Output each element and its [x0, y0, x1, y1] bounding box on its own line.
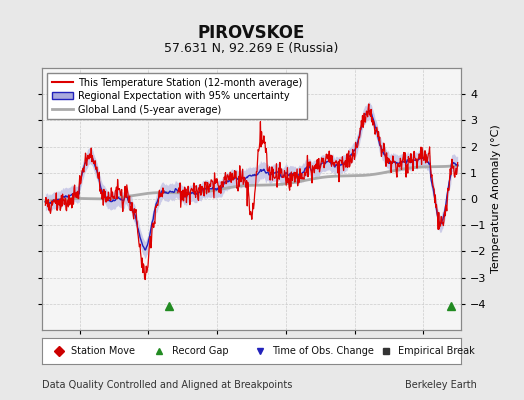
- Y-axis label: Temperature Anomaly (°C): Temperature Anomaly (°C): [491, 125, 501, 273]
- Text: Time of Obs. Change: Time of Obs. Change: [272, 346, 374, 356]
- Text: 57.631 N, 92.269 E (Russia): 57.631 N, 92.269 E (Russia): [165, 42, 339, 55]
- Text: Record Gap: Record Gap: [172, 346, 228, 356]
- Legend: This Temperature Station (12-month average), Regional Expectation with 95% uncer: This Temperature Station (12-month avera…: [47, 73, 307, 119]
- Text: Station Move: Station Move: [71, 346, 135, 356]
- Text: Empirical Break: Empirical Break: [398, 346, 475, 356]
- Text: Berkeley Earth: Berkeley Earth: [405, 380, 477, 390]
- Text: Data Quality Controlled and Aligned at Breakpoints: Data Quality Controlled and Aligned at B…: [42, 380, 292, 390]
- Text: PIROVSKOE: PIROVSKOE: [198, 24, 305, 42]
